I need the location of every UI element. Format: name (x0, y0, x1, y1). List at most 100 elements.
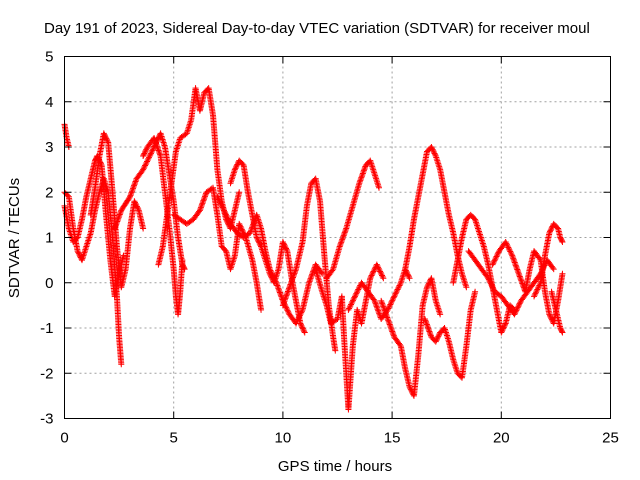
data-point (298, 323, 305, 330)
data-point (404, 271, 411, 278)
data-point (290, 271, 297, 278)
data-point (256, 239, 263, 246)
data-point (149, 146, 156, 153)
data-point (74, 248, 81, 255)
data-point (111, 225, 118, 232)
data-point (511, 259, 518, 266)
data-point (380, 303, 387, 310)
data-point (375, 307, 382, 314)
data-point (286, 284, 293, 291)
data-point (274, 283, 281, 290)
data-point (367, 275, 374, 282)
data-point (239, 160, 246, 167)
data-point (268, 268, 275, 275)
data-point (430, 147, 437, 154)
data-point (114, 218, 121, 225)
data-point (422, 318, 429, 325)
data-point (352, 291, 359, 298)
data-point (240, 229, 247, 236)
data-point (142, 162, 149, 169)
data-point (223, 212, 230, 219)
data-point (298, 308, 305, 315)
data-point (225, 216, 232, 223)
data-point (129, 188, 136, 195)
data-point (386, 302, 393, 309)
data-point (200, 196, 207, 203)
data-point (296, 313, 303, 320)
data-point (115, 215, 122, 222)
data-point (396, 282, 403, 289)
data-point (226, 218, 233, 225)
data-point (358, 174, 365, 181)
data-point (393, 289, 400, 296)
data-point (424, 282, 431, 289)
data-point (432, 338, 439, 345)
data-point (506, 247, 513, 254)
data-point (112, 224, 119, 231)
data-point (503, 241, 510, 248)
x-tick-label: 5 (170, 430, 178, 447)
data-point (512, 260, 519, 267)
data-point (338, 239, 345, 246)
data-point (224, 214, 231, 221)
data-point (422, 317, 429, 324)
data-point (283, 246, 290, 253)
data-point (306, 278, 313, 285)
data-point (434, 334, 441, 341)
data-point (308, 274, 315, 281)
data-point (514, 266, 521, 273)
data-point (559, 270, 566, 277)
data-point (283, 305, 290, 312)
data-point (514, 267, 521, 274)
data-point (220, 205, 227, 212)
data-point (250, 221, 257, 228)
data-point (233, 164, 240, 171)
data-point (285, 285, 292, 292)
data-point (389, 329, 396, 336)
data-point (509, 253, 516, 260)
data-point (154, 144, 161, 151)
data-point (116, 212, 123, 219)
data-point (350, 297, 357, 304)
data-points (61, 85, 566, 413)
data-point (434, 335, 441, 342)
data-point (394, 286, 401, 293)
data-point (280, 299, 287, 306)
data-point (253, 234, 260, 241)
data-point (376, 310, 383, 317)
data-point (395, 283, 402, 290)
data-point (196, 207, 203, 214)
data-point (494, 252, 501, 259)
data-point (357, 176, 364, 183)
data-point (517, 274, 524, 281)
data-point (406, 383, 413, 390)
data-point (391, 291, 398, 298)
data-point (199, 198, 206, 205)
data-point (437, 311, 444, 318)
data-point (382, 308, 389, 315)
data-point (288, 278, 295, 285)
data-point (512, 310, 519, 317)
data-point (120, 252, 127, 259)
data-point (430, 149, 437, 156)
data-point (292, 267, 299, 274)
data-point (154, 143, 161, 150)
data-point (378, 299, 385, 306)
data-point (390, 331, 397, 338)
data-point (372, 300, 379, 307)
data-point (140, 165, 147, 172)
y-tick-label: -3 (40, 411, 53, 428)
data-point (374, 263, 381, 270)
data-point (132, 179, 139, 186)
data-point (500, 324, 507, 331)
data-point (559, 239, 566, 246)
data-point (319, 270, 326, 277)
data-point (276, 289, 283, 296)
y-tick-label: -1 (40, 320, 53, 337)
data-point (271, 275, 278, 282)
data-point (515, 269, 522, 276)
data-point (152, 139, 159, 146)
data-point (117, 208, 124, 215)
data-point (142, 161, 149, 168)
data-point (387, 324, 394, 331)
